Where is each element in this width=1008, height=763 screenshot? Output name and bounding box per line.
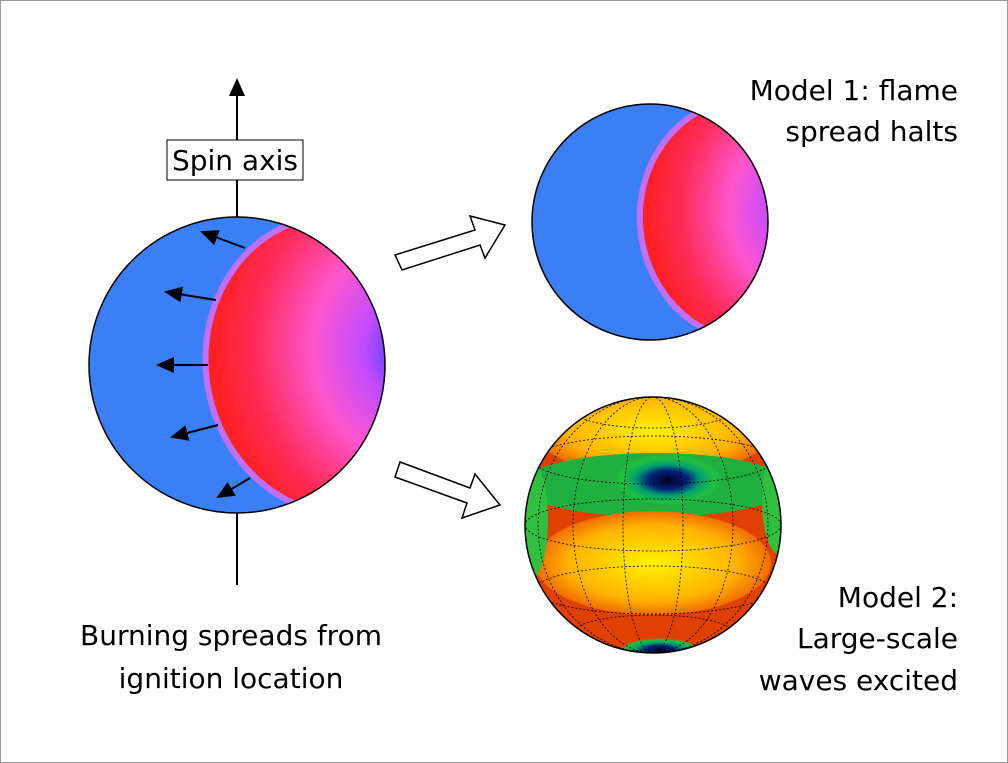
star-model2 [524, 396, 782, 654]
model1-title: Model 1: flame [750, 74, 958, 107]
label-box [166, 139, 304, 181]
ignition-caption: ignition location [119, 662, 344, 695]
arrow [394, 461, 502, 520]
star-model1 [531, 103, 769, 341]
model2-title: Model 2: [838, 581, 958, 614]
model2-desc: Large-scale [797, 622, 958, 655]
arrow [393, 214, 507, 271]
model1-desc: spread halts [785, 115, 958, 148]
ignition-caption: Burning spreads from [80, 619, 382, 652]
spin-axis-label: Spin axis [172, 144, 298, 177]
model2-desc: waves excited [759, 664, 958, 697]
